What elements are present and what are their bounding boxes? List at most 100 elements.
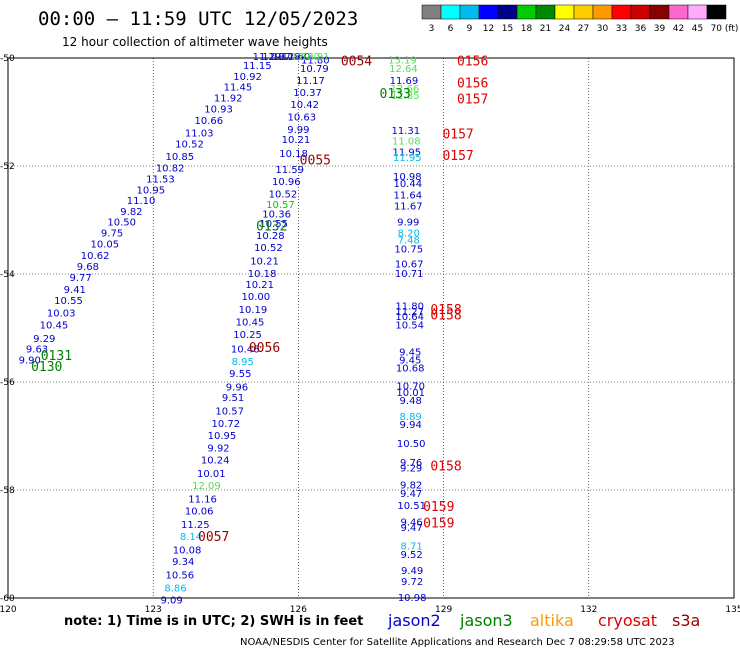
swh-value: 12.85: [391, 91, 420, 102]
swh-value: 9.82: [400, 481, 422, 492]
swh-value: 10.64: [395, 312, 424, 323]
swh-value: 10.57: [215, 407, 244, 418]
swh-value: 10.52: [254, 243, 283, 254]
pass-time-label: 0131: [41, 349, 72, 364]
x-tick-label: 135: [725, 605, 740, 615]
swh-value: 10.28: [256, 231, 285, 242]
swh-value: 9.47: [401, 523, 423, 534]
swh-value: 10.45: [40, 320, 69, 331]
x-tick-label: 123: [145, 605, 162, 615]
swh-value: 9.75: [101, 229, 123, 240]
swh-value: 9.29: [400, 463, 422, 474]
colorbar-swatch: [554, 4, 575, 20]
swh-value: 9.94: [400, 420, 422, 431]
swh-value: 10.98: [393, 172, 422, 183]
swh-value: 10.72: [211, 419, 240, 430]
swh-value: 10.67: [395, 259, 424, 270]
swh-value: 10.57: [266, 200, 295, 211]
y-tick-label: -58: [0, 486, 15, 496]
swh-value: 10.18: [279, 149, 308, 160]
colorbar-swatch: [573, 4, 594, 20]
colorbar-swatch: [535, 4, 556, 20]
swh-value: 11.17: [296, 76, 325, 87]
swh-value: 11.27: [395, 307, 424, 318]
swh-value: 9.51: [222, 393, 244, 404]
mission-legend-item: jason2: [387, 611, 441, 630]
colorbar-swatch: [516, 4, 537, 20]
pass-time-label: 0159: [423, 500, 454, 515]
swh-value: 9.68: [77, 262, 99, 273]
swh-value: 9.52: [401, 550, 423, 561]
swh-value: 9.29: [33, 334, 55, 345]
colorbar-label: 39: [654, 24, 666, 34]
swh-value: 10.63: [287, 112, 316, 123]
swh-value: 11.95: [393, 153, 422, 164]
swh-value: 9.34: [172, 557, 194, 568]
swh-value: 10.05: [90, 239, 119, 250]
colorbar-swatch: [706, 4, 727, 20]
swh-value: 10.50: [107, 218, 136, 229]
plot-frame: [7, 57, 735, 599]
swh-value: 10.18: [248, 269, 277, 280]
swh-value: 9.76: [400, 458, 422, 469]
swh-value: 10.98: [398, 593, 427, 604]
swh-value: 10.08: [173, 545, 202, 556]
swh-value: 8.89: [400, 412, 422, 423]
swh-value: 9.72: [401, 577, 423, 588]
swh-value: 11.64: [393, 191, 422, 202]
colorbar-swatch: [478, 4, 499, 20]
swh-value: 10.52: [269, 190, 298, 201]
colorbar-label: 30: [597, 24, 609, 34]
pass-time-label: 0158: [430, 460, 461, 475]
swh-value: 11.67: [394, 202, 423, 213]
swh-value: 9.48: [400, 396, 422, 407]
swh-value: 10.66: [195, 116, 224, 127]
swh-value: 9.09: [160, 596, 182, 607]
swh-value: 10.21: [282, 135, 311, 146]
swh-value: 9.99: [287, 125, 309, 136]
swh-value: 10.44: [393, 179, 422, 190]
swh-value: 11.25: [181, 520, 210, 531]
colorbar-label: 15: [502, 24, 513, 34]
swh-value: 10.46: [231, 345, 260, 356]
swh-value: 10.42: [290, 100, 319, 111]
swh-value: 10.03: [47, 308, 76, 319]
swh-value: 10.01: [396, 388, 425, 399]
mission-legend-item: s3a: [672, 611, 700, 630]
swh-value: 10.50: [397, 439, 426, 450]
lat-lon-grid: [8, 58, 734, 598]
chart-subtitle: 12 hour collection of altimeter wave hei…: [62, 35, 328, 49]
swh-value: 8.95: [232, 357, 254, 368]
mission-legend-item: cryosat: [598, 611, 657, 630]
swh-value: 12.66: [391, 84, 420, 95]
pass-time-label: 0130: [31, 360, 62, 375]
colorbar-swatch: [421, 4, 442, 20]
swh-value: 11.80: [395, 301, 424, 312]
swh-value: 10.92: [233, 72, 262, 83]
swh-value: 10.82: [156, 164, 185, 175]
pass-time-labels: 0054 0156 0156 0157 0133 0157 0157 0055 0132 0158…: [31, 55, 488, 545]
swh-value: 10.56: [165, 570, 194, 581]
swh-value: 10.95: [208, 431, 237, 442]
pass-time-label: 0157: [442, 149, 473, 164]
swh-value: 7.48: [398, 236, 420, 247]
swh-value: 10.25: [233, 330, 262, 341]
pass-time-label: 0156: [457, 55, 488, 70]
swh-value: 11.08: [392, 137, 421, 148]
swh-value: 12.91: [301, 52, 330, 63]
axis-ticks: 120 123 126 129 132 135 -50 -52 -54 -56 -58 -60: [0, 54, 740, 615]
swh-value: 9.45: [399, 347, 421, 358]
swh-value: 9.45: [399, 355, 421, 366]
y-tick-label: -52: [0, 162, 15, 172]
pass-time-label: 0056: [249, 341, 280, 356]
colorbar-label: 36: [635, 24, 647, 34]
colorbar-label: 27: [578, 24, 589, 34]
swh-value: 9.46: [401, 517, 423, 528]
colorbar-swatch: [611, 4, 632, 20]
swh-value: 10.55: [259, 219, 288, 230]
swh-value: 10.28: [272, 52, 301, 63]
swh-value: 12.64: [389, 64, 418, 75]
mission-legend-item: jason3: [459, 611, 513, 630]
pass-time-label: 0159: [423, 516, 454, 531]
